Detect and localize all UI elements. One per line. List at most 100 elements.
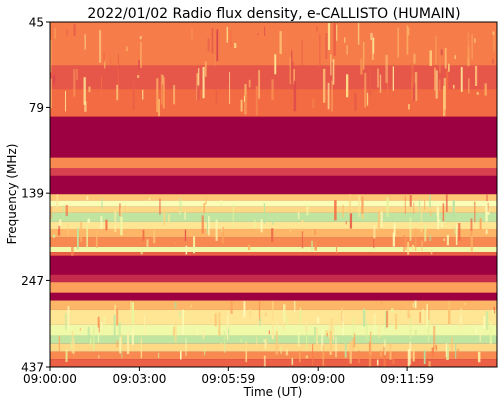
streak-1-99 [314, 229, 316, 235]
streak-2-98 [264, 339, 266, 350]
streak-2-93 [379, 350, 383, 357]
streak-2-5 [445, 343, 448, 358]
streak-0-77 [366, 92, 369, 106]
streak-0-134 [88, 86, 91, 93]
streak-1-46 [153, 230, 156, 244]
streak-1-58 [380, 211, 383, 228]
streak-2-48 [243, 301, 246, 318]
streak-0-23 [99, 30, 102, 63]
streak-0-76 [414, 72, 418, 101]
streak-1-118 [418, 198, 421, 215]
streak-0-84 [304, 40, 306, 48]
streak-0-61 [435, 70, 438, 99]
streak-2-51 [489, 321, 492, 345]
streak-0-0 [50, 39, 52, 73]
streak-1-18 [289, 227, 292, 233]
streak-1-53 [301, 220, 304, 223]
streak-0-48 [142, 89, 144, 100]
streak-2-60 [378, 316, 380, 339]
streak-0-92 [371, 39, 374, 60]
streak-1-27 [442, 203, 445, 222]
streak-2-158 [190, 304, 192, 308]
x-tick-label-1: 09:03:00 [112, 372, 166, 386]
streak-2-67 [407, 349, 410, 367]
streak-2-135 [227, 311, 230, 329]
streak-2-64 [180, 350, 182, 360]
streak-0-122 [156, 78, 159, 113]
streak-1-106 [424, 224, 427, 242]
streak-2-115 [64, 313, 68, 330]
streak-0-33 [83, 77, 86, 105]
streak-0-105 [327, 22, 331, 51]
streak-2-97 [174, 301, 177, 309]
streak-2-21 [475, 326, 477, 335]
streak-0-35 [66, 29, 68, 36]
streak-2-125 [271, 324, 274, 340]
streak-0-46 [244, 95, 248, 114]
streak-1-69 [446, 234, 449, 246]
streak-0-15 [331, 62, 334, 69]
streak-1-14 [179, 197, 182, 215]
streak-1-60 [409, 217, 412, 241]
streak-1-10 [373, 238, 375, 249]
streak-1-31 [65, 204, 69, 216]
streak-0-93 [411, 62, 414, 88]
streak-2-52 [351, 339, 354, 352]
streak-1-41 [345, 220, 347, 225]
streak-0-101 [274, 54, 277, 75]
band-10 [50, 212, 497, 222]
streak-0-131 [132, 75, 135, 110]
streak-1-73 [474, 201, 476, 223]
streak-1-6 [86, 195, 89, 201]
streak-0-49 [332, 59, 335, 85]
streak-2-108 [131, 329, 134, 346]
streak-2-63 [330, 317, 333, 339]
streak-0-67 [322, 68, 326, 103]
streak-0-98 [138, 59, 140, 70]
streak-0-128 [214, 54, 216, 67]
streak-2-38 [414, 300, 417, 309]
streak-1-98 [159, 198, 161, 215]
streak-1-29 [348, 194, 351, 214]
streak-1-89 [470, 231, 473, 252]
streak-0-89 [385, 54, 388, 83]
streak-1-17 [415, 228, 417, 251]
streak-0-28 [331, 80, 333, 112]
y-tick-label-0: 45 [29, 16, 44, 30]
streak-0-87 [229, 29, 232, 47]
streak-2-149 [263, 355, 266, 367]
x-tick-label-0: 09:00:00 [23, 372, 77, 386]
streak-2-107 [98, 325, 100, 333]
streak-2-102 [286, 317, 289, 327]
streak-2-100 [435, 345, 438, 351]
streak-2-90 [116, 308, 119, 326]
streak-2-140 [223, 331, 226, 353]
streak-0-133 [53, 75, 56, 85]
streak-0-11 [434, 67, 436, 91]
streak-0-100 [191, 28, 193, 40]
streak-1-42 [301, 231, 304, 249]
streak-0-118 [103, 52, 106, 63]
streak-2-40 [263, 339, 265, 343]
streak-2-49 [373, 313, 376, 335]
streak-1-87 [86, 224, 88, 247]
streak-2-143 [305, 355, 308, 359]
streak-0-81 [289, 57, 292, 85]
streak-0-127 [211, 28, 214, 54]
streak-1-4 [392, 232, 395, 247]
streak-2-6 [220, 342, 223, 350]
x-tick-label-2: 09:05:59 [201, 372, 255, 386]
streak-0-5 [215, 90, 218, 104]
streak-0-42 [233, 43, 237, 49]
streak-1-95 [361, 196, 364, 214]
streak-2-13 [249, 309, 252, 319]
streak-0-69 [292, 61, 294, 77]
streak-2-1 [409, 317, 412, 339]
streak-2-117 [493, 306, 496, 314]
streak-1-28 [146, 239, 149, 250]
band-20 [50, 300, 497, 310]
streak-0-116 [446, 70, 449, 95]
streak-0-115 [243, 95, 245, 102]
streak-1-67 [334, 200, 337, 221]
band-13 [50, 237, 497, 247]
